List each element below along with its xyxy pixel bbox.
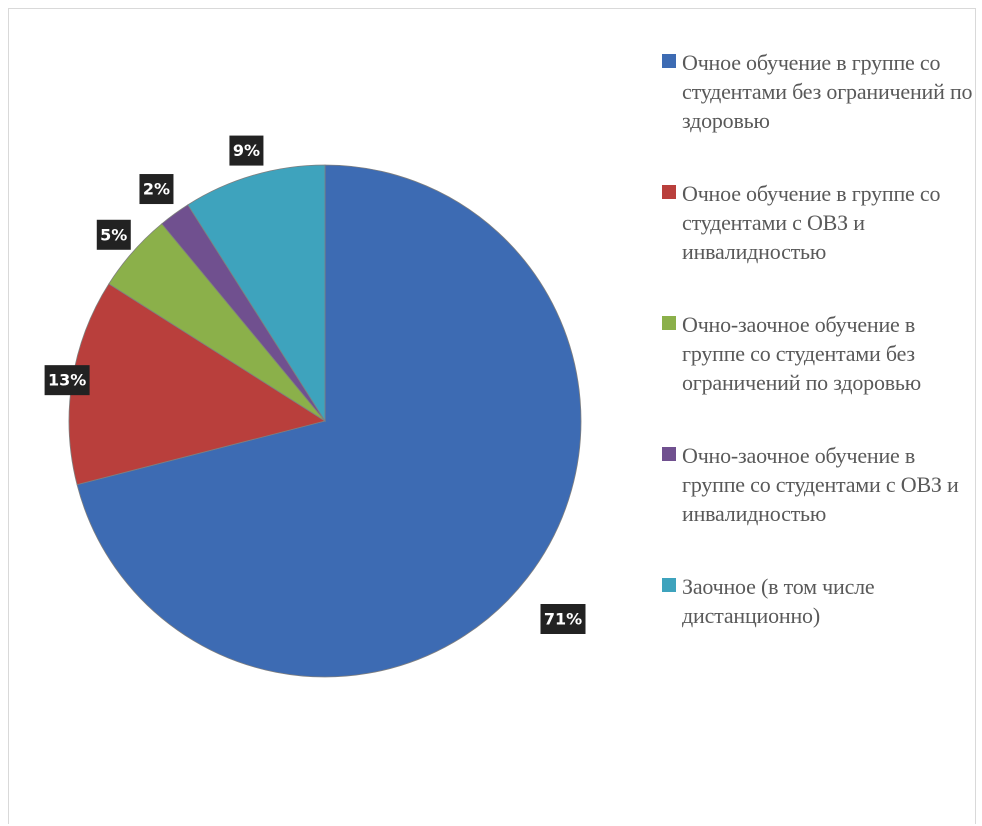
legend-swatch (662, 316, 676, 330)
legend-item: Очное обучение в группе со студентами бе… (662, 48, 980, 135)
legend-swatch (662, 185, 676, 199)
legend-item: Заочное (в том числе дистанционно) (662, 572, 980, 630)
pie-slice (187, 164, 326, 423)
legend-label: Очно-заочное обучение в группе со студен… (682, 312, 922, 395)
data-label: 2% (139, 174, 174, 205)
legend-item: Очное обучение в группе со студентами с … (662, 179, 980, 266)
legend-label: Очное обучение в группе со студентами бе… (682, 50, 973, 133)
data-label-box (229, 135, 264, 166)
data-label: 71% (540, 604, 586, 634)
data-label-text: 9% (233, 141, 260, 160)
data-label: 13% (44, 365, 90, 396)
data-label-box (540, 604, 586, 634)
data-label-text: 13% (48, 371, 86, 390)
data-label-box (44, 365, 90, 396)
data-label-text: 5% (100, 225, 127, 244)
data-label-box (139, 174, 174, 205)
legend-item: Очно-заочное обучение в группе со студен… (662, 310, 980, 397)
data-label-text: 71% (544, 610, 582, 629)
data-label: 5% (96, 219, 131, 250)
data-label-text: 2% (143, 180, 170, 199)
data-label: 9% (229, 135, 264, 166)
legend-swatch (662, 578, 676, 592)
data-label-box (96, 219, 131, 250)
legend-label: Очное обучение в группе со студентами с … (682, 181, 941, 264)
legend-label: Заочное (в том числе дистанционно) (682, 574, 875, 628)
pie-slice (76, 164, 582, 678)
legend-swatch (662, 54, 676, 68)
chart-frame (8, 8, 976, 824)
legend: Очное обучение в группе со студентами бе… (662, 48, 980, 674)
legend-item: Очно-заочное обучение в группе со студен… (662, 441, 980, 528)
legend-label: Очно-заочное обучение в группе со студен… (682, 443, 959, 526)
legend-swatch (662, 447, 676, 461)
